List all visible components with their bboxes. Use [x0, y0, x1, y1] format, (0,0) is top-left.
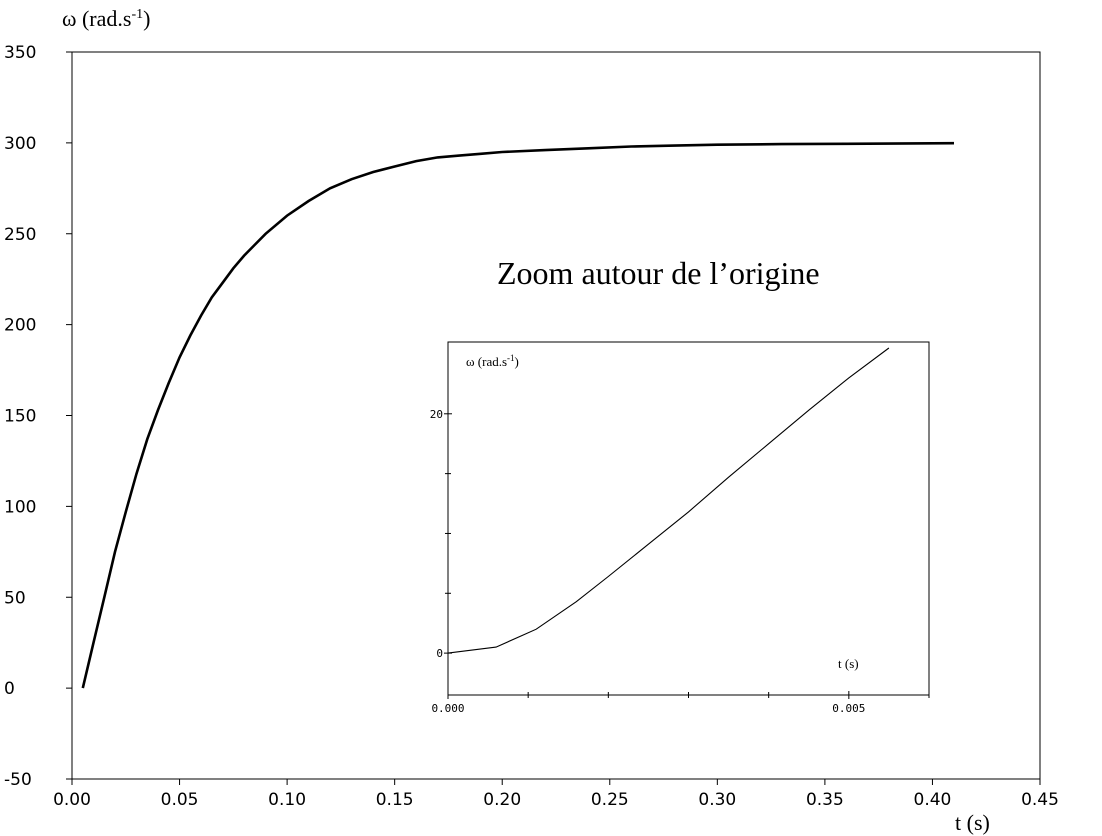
main-x-tick-label: 0.05	[161, 790, 199, 810]
main-x-tick-label: 0.35	[806, 790, 844, 810]
main-y-tick-label: 250	[4, 225, 36, 245]
main-x-tick-label: 0.10	[268, 790, 306, 810]
inset-y-tick-label: 20	[430, 408, 443, 421]
inset-plot-frame	[447, 341, 930, 696]
main-y-tick-label: 300	[4, 134, 36, 154]
inset-y-axis-label-text: ω (rad.s	[466, 354, 507, 369]
main-y-ticks: -50 0 50 100 150 200 250 300 350	[4, 43, 72, 790]
main-x-tick-label: 0.15	[376, 790, 414, 810]
inset-series-line	[447, 347, 890, 654]
inset-y-tick-label: 0	[436, 647, 443, 660]
main-y-tick-label: 0	[4, 679, 15, 699]
main-y-tick-label: 50	[4, 588, 26, 608]
main-y-axis-label-close: )	[143, 6, 150, 31]
inset-x-tick-label: 0.005	[832, 702, 865, 715]
main-x-tick-label: 0.25	[591, 790, 629, 810]
main-x-tick-label: 0.45	[1021, 790, 1059, 810]
main-x-ticks: 0.00 0.05 0.10 0.15 0.20 0.25 0.30 0.35 0.40 0.45	[53, 779, 1059, 810]
main-y-tick-label: 100	[4, 497, 36, 517]
inset-y-axis-label-exponent: -1	[507, 353, 515, 363]
main-x-tick-label: 0.20	[483, 790, 521, 810]
main-x-tick-label: 0.30	[698, 790, 736, 810]
main-y-tick-label: -50	[4, 770, 32, 790]
main-y-tick-label: 150	[4, 407, 36, 427]
main-y-axis-label-text: ω (rad.s	[62, 6, 131, 31]
zoom-annotation: Zoom autour de l’origine	[497, 255, 820, 291]
inset-y-axis-label: ω (rad.s-1)	[466, 353, 519, 369]
inset-y-ticks: 0 20	[430, 408, 452, 660]
main-y-axis-label: ω (rad.s-1)	[62, 6, 150, 31]
main-x-tick-label: 0.40	[914, 790, 952, 810]
inset-x-ticks: 0.000 0.005	[431, 691, 930, 715]
main-y-tick-label: 200	[4, 316, 36, 336]
main-x-tick-label: 0.00	[53, 790, 91, 810]
inset-x-axis-label: t (s)	[838, 656, 859, 671]
inset-y-axis-label-close: )	[515, 354, 519, 369]
main-y-axis-label-exponent: -1	[131, 7, 143, 22]
main-x-axis-label: t (s)	[955, 810, 990, 835]
inset-x-tick-label: 0.000	[431, 702, 464, 715]
main-y-tick-label: 350	[4, 43, 36, 63]
inset-plot: 0 20 0.000 0.005 ω (rad.s-1) t (s)	[430, 341, 930, 715]
main-series-line	[81, 141, 955, 689]
